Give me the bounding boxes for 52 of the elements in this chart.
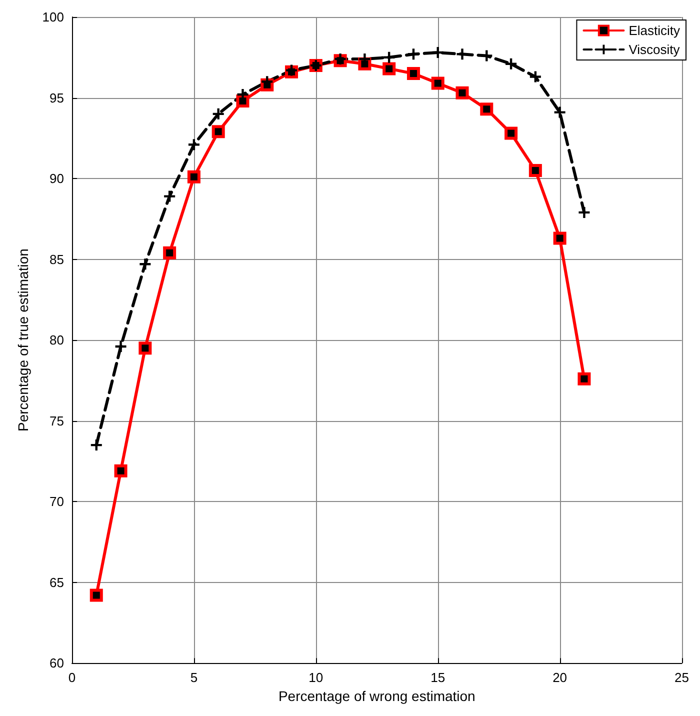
x-tick-label: 20 [552, 670, 568, 686]
point [578, 206, 590, 218]
point [456, 48, 468, 60]
y-tick-label: 100 [42, 10, 64, 24]
point [212, 108, 224, 120]
y-tick-label: 75 [50, 413, 64, 428]
y-tick-label: 85 [50, 252, 64, 267]
x-tick-label: 0 [68, 670, 76, 686]
point [406, 67, 420, 80]
point [528, 164, 542, 177]
x-tick-label: 5 [190, 670, 198, 686]
point [408, 48, 419, 60]
legend-label: Elasticity [628, 23, 680, 38]
point [456, 86, 469, 100]
x-tick-label: 10 [308, 670, 324, 686]
point [431, 76, 444, 90]
y-tick-label: 60 [50, 656, 64, 671]
point [90, 440, 102, 451]
y-axis-title: Percentage of true estimation [15, 248, 31, 432]
x-tick-label: 25 [674, 670, 690, 686]
y-tick-label: 95 [50, 90, 64, 106]
y-tick-label: 70 [50, 494, 64, 510]
x-tick-label: 15 [430, 670, 446, 686]
point [384, 52, 395, 63]
point [163, 246, 176, 260]
point [236, 94, 250, 108]
point [432, 47, 444, 58]
point [578, 372, 591, 386]
point [138, 342, 152, 355]
y-tick-label: 80 [50, 332, 64, 348]
point [114, 464, 128, 478]
point [212, 125, 225, 138]
point [188, 139, 200, 150]
point [530, 71, 541, 82]
x-axis-title: Percentage of wrong estimation [278, 688, 476, 704]
point [90, 588, 103, 602]
point [286, 64, 298, 76]
point [554, 106, 566, 118]
point [480, 102, 494, 116]
point [140, 258, 151, 270]
point [115, 341, 126, 352]
point [187, 170, 200, 184]
point [382, 62, 396, 76]
point [481, 50, 492, 62]
point [164, 190, 176, 202]
point [506, 58, 517, 70]
point [334, 53, 346, 64]
y-tick-label: 65 [50, 574, 64, 590]
point [553, 232, 566, 245]
point [504, 126, 518, 140]
legend-label: Viscosity [628, 42, 680, 57]
y-tick-label: 90 [50, 171, 64, 186]
